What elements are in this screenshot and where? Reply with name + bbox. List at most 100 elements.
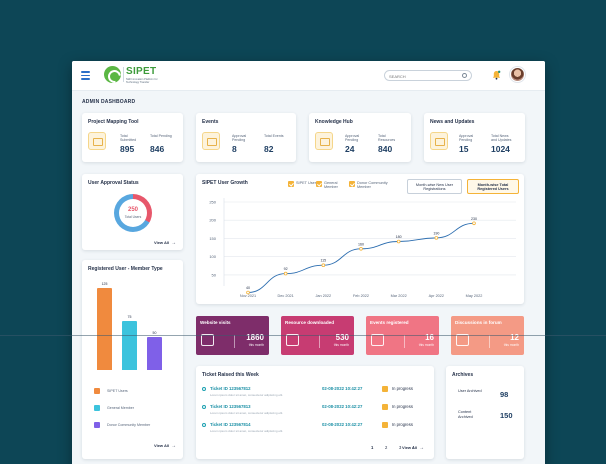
search-box[interactable] [384, 70, 472, 81]
progress-icon [382, 403, 388, 410]
page-title: ADMIN DASHBOARD [82, 99, 136, 105]
user-approval-card: User Approval Status 250 Total Users Vie… [82, 174, 183, 250]
kpi-events[interactable]: Events Approval Pending 8 Total Events 8… [196, 113, 296, 162]
archive-label: Content Archived [458, 410, 473, 419]
ticket-id: Ticket ID 123567813 [210, 404, 251, 409]
card-title: Registered User - Member Type [88, 266, 163, 272]
app-name: SIPET [126, 66, 157, 77]
dashboard-window: SIPET Skill Innovation Platform for Tech… [72, 61, 545, 464]
tile-value: 16 [425, 333, 434, 342]
tile-divider [489, 335, 490, 348]
tile-value: 530 [335, 333, 349, 342]
archive-value: 98 [500, 390, 509, 399]
kpi-b-value: 1024 [491, 144, 510, 154]
kpi-b-value: 846 [150, 144, 165, 154]
ticket-desc: Lorem ipsum dolor sit amet, consectetur … [210, 392, 284, 397]
kpi-b-value: 840 [378, 144, 393, 154]
arrow-right-icon: → [171, 240, 177, 246]
ticket-status: In progress [392, 422, 413, 427]
bell-icon[interactable] [492, 70, 501, 80]
new-registrations-button[interactable]: Month-wise New User Registrations [407, 179, 462, 194]
y-tick-label: 50 [212, 272, 217, 277]
view-all-link[interactable]: View All → [154, 240, 177, 246]
archive-label: User Archived [458, 389, 482, 393]
ticket-date: 02-08-2022 10:42:27 [322, 404, 363, 409]
user-growth-card: SIPET User Growth SIPET User General Mem… [196, 174, 524, 304]
status-dot [202, 405, 206, 409]
data-label: 92 [284, 267, 288, 271]
checkbox-sipet-user[interactable] [288, 181, 294, 187]
tile-divider [404, 335, 405, 348]
approval-total-label: Total Users [124, 215, 142, 219]
data-point [321, 263, 326, 267]
ticket-id: Ticket ID 123567814 [210, 422, 251, 427]
kpi-a-value: 15 [459, 144, 469, 154]
ticket-date: 02-08-2022 10:42:27 [322, 422, 363, 427]
view-all-link[interactable]: View All → [154, 443, 177, 449]
x-tick-label: May 2022 [466, 294, 483, 298]
kpi-project-mapping[interactable]: Project Mapping Tool Total Submitted 895… [82, 113, 183, 162]
search-input[interactable] [389, 72, 461, 80]
y-tick-label: 150 [209, 236, 216, 241]
kpi-a-value: 24 [345, 144, 355, 154]
avatar[interactable] [510, 67, 525, 82]
tile-value: 1860 [246, 333, 264, 342]
view-all-link[interactable]: View All → [402, 445, 425, 451]
page-2[interactable]: 2 [385, 445, 388, 450]
tile-value: 12 [510, 333, 519, 342]
page-4[interactable]: 4 [412, 445, 415, 450]
data-label: 40 [246, 286, 250, 290]
news-icon [430, 132, 448, 150]
data-point [434, 236, 439, 240]
page-3[interactable]: 3 [399, 445, 402, 450]
checkbox-donor-member[interactable] [349, 181, 355, 187]
kpi-news-updates[interactable]: News and Updates Approval Pending 15 Tot… [424, 113, 525, 162]
approval-donut [114, 194, 152, 232]
checkbox-general-member[interactable] [316, 181, 322, 187]
card-title: Archives [452, 372, 474, 378]
kpi-b-value: 82 [264, 144, 274, 154]
filter-label: SIPET User [296, 181, 316, 185]
tile-title: Resource downloaded [285, 320, 335, 325]
page-1[interactable]: 1 [371, 445, 374, 450]
top-bar: SIPET Skill Innovation Platform for Tech… [72, 61, 545, 91]
search-icon[interactable] [462, 73, 467, 78]
tile-title: Website visits [200, 320, 231, 325]
bar-value-label: 75 [127, 314, 132, 319]
x-tick-label: Mar 2022 [391, 294, 407, 298]
x-tick-label: Apr 2022 [429, 294, 444, 298]
data-label: 115 [320, 259, 326, 263]
bar-1 [97, 288, 112, 370]
x-tick-label: Jan 2022 [316, 294, 332, 298]
ticket-row[interactable]: Ticket ID 123567814 Lorem ipsum dolor si… [202, 421, 430, 436]
filter-label: Donor Community Member [357, 181, 388, 190]
x-tick-label: Dec 2021 [278, 294, 294, 298]
ticket-row[interactable]: Ticket ID 123567813 Lorem ipsum dolor si… [202, 403, 430, 418]
kpi-a-value: 895 [120, 144, 135, 154]
kpi-knowledge-hub[interactable]: Knowledge Hub Approval Pending 24 Total … [309, 113, 411, 162]
kpi-title: Project Mapping Tool [88, 119, 139, 125]
tickets-card: Ticket Raised this Week Ticket ID 123567… [196, 366, 434, 459]
chart-title: SIPET User Growth [202, 180, 248, 186]
chat-icon [456, 334, 469, 346]
archive-value: 150 [500, 411, 513, 420]
ticket-row[interactable]: Ticket ID 123567812 Lorem ipsum dolor si… [202, 385, 430, 400]
total-registered-button[interactable]: Month-wise Total Registered Users [467, 179, 519, 194]
kpi-title: News and Updates [430, 119, 475, 125]
y-tick-label: 200 [209, 218, 216, 223]
tile-label: this month [333, 343, 349, 347]
kpi-a-label: Total Submitted [120, 134, 137, 143]
tile-label: this month [248, 343, 264, 347]
approval-total: 250 [127, 207, 138, 213]
x-tick-label: Feb 2022 [353, 294, 369, 298]
tile-divider [234, 335, 235, 348]
legend-swatch [94, 405, 100, 411]
ticket-desc: Lorem ipsum dolor sit amet, consectetur … [210, 428, 284, 433]
logo-icon [104, 66, 121, 83]
menu-icon[interactable] [81, 71, 90, 80]
pagination: 1 2 3 4 [344, 445, 434, 451]
kpi-a-value: 8 [232, 144, 237, 154]
tile-label: this month [418, 343, 434, 347]
kpi-a-label: Approval Pending [459, 134, 474, 143]
card-title: User Approval Status [88, 180, 139, 186]
